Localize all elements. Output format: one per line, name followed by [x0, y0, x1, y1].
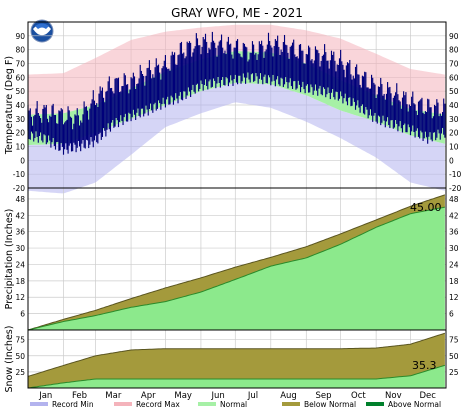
month-label: Feb [72, 391, 87, 401]
precipitation-observed-area [28, 207, 445, 330]
y-tick-label-right: -20 [449, 184, 461, 193]
panel-temperature: -20 -20 -10 -10 0 0 10 10 20 20 30 30 40 40 50 50 60 60 70… [4, 21, 461, 194]
y-tick-label-left: 90 [15, 32, 25, 41]
y-tick-label-right: 30 [449, 115, 459, 124]
month-label: Dec [419, 391, 436, 401]
legend-swatch [198, 402, 216, 406]
y-tick-label-left: 24 [15, 260, 25, 269]
y-tick-label-left: 70 [15, 60, 25, 69]
y-tick-label-right: 50 [449, 352, 459, 361]
month-label: Oct [351, 391, 366, 401]
y-tick-label-left: 80 [15, 46, 25, 55]
y-tick-label-right: 18 [449, 277, 459, 286]
y-tick-label-right: -10 [449, 170, 461, 179]
y-tick-label-left: -20 [13, 184, 25, 193]
month-label: Apr [141, 391, 156, 401]
y-tick-label-left: 30 [15, 115, 25, 124]
month-label: Jan [38, 391, 52, 401]
month-axis: Jan Feb Mar Apr May Jun Jul Aug Sep Oct Nov Dec [38, 391, 436, 401]
y-tick-label-left: 12 [15, 293, 25, 302]
precipitation-normal-line [27, 194, 446, 331]
month-label: Jun [210, 391, 224, 401]
panel-frame [27, 329, 447, 389]
y-tick-label-right: 48 [449, 195, 459, 204]
y-axis-label: Precipitation (Inches) [4, 209, 15, 310]
y-tick-label-left: 75 [15, 336, 25, 345]
noaa-logo-icon [30, 19, 54, 43]
month-label: Nov [385, 391, 402, 401]
y-tick-label-left: 50 [15, 352, 25, 361]
y-axis-label: Temperature (Deg F) [4, 56, 15, 155]
y-tick-label-right: 24 [449, 260, 459, 269]
record-max-band [28, 24, 445, 115]
month-label: Mar [105, 391, 122, 401]
y-tick-label-left: 60 [15, 73, 25, 82]
y-tick-label-right: 0 [449, 156, 454, 165]
month-label: Jul [247, 391, 258, 401]
legend-label: Below Normal [304, 400, 356, 409]
y-tick-label-right: 50 [449, 87, 459, 96]
legend-label: Record Max [136, 400, 180, 409]
y-tick-label-left: 6 [20, 310, 25, 319]
month-label: May [174, 391, 192, 401]
legend-label: Above Normal [388, 400, 441, 409]
y-tick-label-right: 80 [449, 46, 459, 55]
chart-legend: Record Min Record Max Normal Below Normal Ab… [30, 400, 441, 409]
y-tick-label-right: 40 [449, 101, 459, 110]
y-tick-label-right: 6 [449, 310, 454, 319]
y-tick-label-right: 75 [449, 336, 459, 345]
y-tick-label-left: 25 [15, 368, 25, 377]
legend-label: Record Min [52, 400, 94, 409]
y-tick-label-left: -10 [13, 170, 25, 179]
y-tick-label-right: 90 [449, 32, 459, 41]
y-tick-label-right: 30 [449, 244, 459, 253]
snow-observed-area [28, 365, 445, 388]
y-tick-label-left: 50 [15, 87, 25, 96]
snow-total-label: 35.3 [412, 359, 437, 372]
y-tick-label-left: 18 [15, 277, 25, 286]
record-min-band [28, 82, 445, 194]
y-tick-label-left: 20 [15, 129, 25, 138]
y-tick-label-left: 30 [15, 244, 25, 253]
month-label: Aug [280, 391, 297, 401]
y-tick-label-right: 25 [449, 368, 459, 377]
y-tick-label-left: 48 [15, 195, 25, 204]
legend-swatch [30, 402, 48, 406]
chart-title: GRAY WFO, ME - 2021 [171, 6, 303, 20]
y-tick-label-left: 40 [15, 101, 25, 110]
legend-swatch [366, 402, 384, 406]
snow-below-normal-area [28, 333, 445, 388]
month-label: Sep [315, 391, 331, 401]
chart-panels: -20 -20 -10 -10 0 0 10 10 20 20 30 30 40 40 50 50 60 60 70… [4, 21, 461, 401]
legend-swatch [114, 402, 132, 406]
legend-swatch [282, 402, 300, 406]
y-tick-label-right: 70 [449, 60, 459, 69]
y-tick-label-right: 42 [449, 211, 459, 220]
precipitation-observed-line [27, 206, 446, 331]
y-tick-label-right: 60 [449, 73, 459, 82]
y-tick-label-right: 20 [449, 129, 459, 138]
y-tick-label-left: 42 [15, 211, 25, 220]
snow-normal-line [27, 332, 446, 377]
y-tick-label-right: 10 [449, 143, 459, 152]
snow-observed-line [27, 364, 446, 389]
legend-label: Normal [220, 400, 247, 409]
y-tick-label-left: 36 [15, 228, 25, 237]
y-tick-label-right: 12 [449, 293, 459, 302]
y-tick-label-left: 0 [20, 156, 25, 165]
y-tick-label-left: 10 [15, 143, 25, 152]
y-tick-label-right: 36 [449, 228, 459, 237]
precipitation-total-label: 45.00 [410, 201, 442, 214]
y-axis-label: Snow (Inches) [4, 326, 15, 393]
